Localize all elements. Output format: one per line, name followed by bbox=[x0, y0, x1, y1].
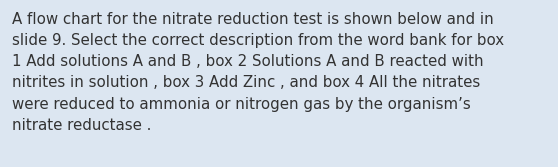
Text: A flow chart for the nitrate reduction test is shown below and in
slide 9. Selec: A flow chart for the nitrate reduction t… bbox=[12, 12, 504, 133]
